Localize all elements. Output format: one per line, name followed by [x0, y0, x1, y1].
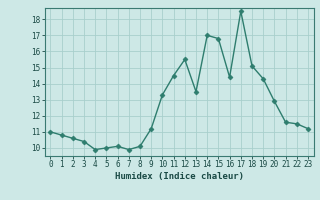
X-axis label: Humidex (Indice chaleur): Humidex (Indice chaleur) [115, 172, 244, 181]
